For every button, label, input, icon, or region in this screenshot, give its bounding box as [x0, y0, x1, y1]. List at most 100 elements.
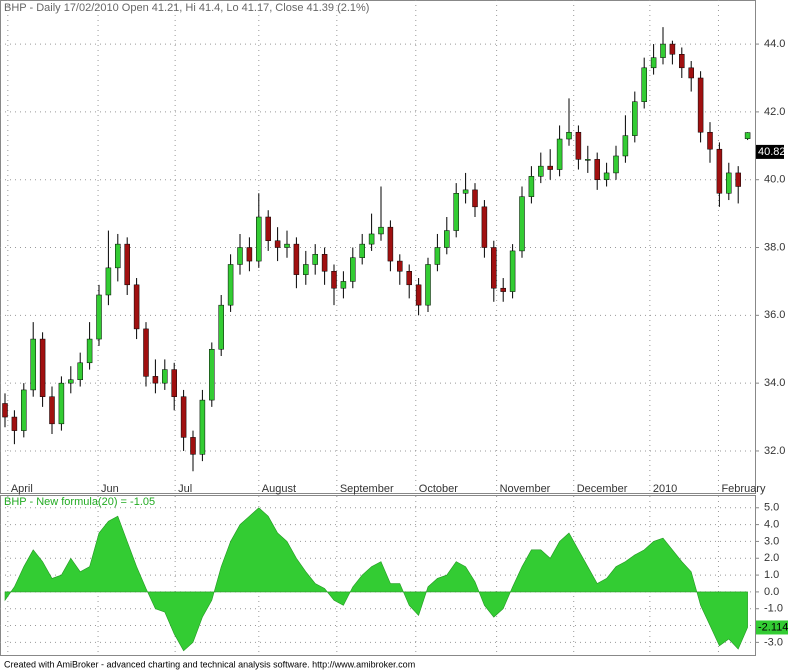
candle-body — [209, 348, 215, 401]
candle-body — [190, 437, 196, 455]
candle-body — [199, 399, 206, 455]
candle-body — [218, 304, 224, 350]
y-tick-label: 3.0 — [764, 535, 779, 547]
candle-body — [368, 233, 375, 245]
candle-body — [143, 328, 149, 377]
candle-body — [406, 271, 412, 286]
candle-body — [594, 159, 600, 180]
candle-body — [707, 131, 713, 150]
candle-body — [641, 67, 647, 102]
candle-body — [660, 43, 666, 58]
candle-body — [162, 369, 168, 384]
x-tick-label: September — [340, 483, 394, 495]
candle-body — [519, 196, 525, 252]
candle-body — [124, 243, 130, 286]
candle-body — [21, 389, 27, 431]
candle-body — [180, 396, 187, 438]
candle-body — [11, 416, 18, 431]
candle-body — [350, 257, 356, 282]
candle-body — [105, 267, 112, 296]
candle-body — [265, 216, 271, 241]
y-tick-label: 0.0 — [764, 586, 779, 598]
candle-body — [744, 132, 751, 139]
candle-body — [547, 165, 553, 170]
candle-body — [472, 189, 478, 208]
candle-body — [387, 226, 394, 262]
y-tick-label: 36.0 — [764, 309, 785, 321]
candle-body — [359, 243, 365, 258]
candle-body — [632, 101, 638, 136]
last-value-box — [756, 144, 784, 159]
x-tick-label: November — [500, 483, 551, 495]
last-value-box — [756, 620, 788, 635]
candle-body — [585, 159, 591, 161]
y-tick-label: 34.0 — [764, 377, 785, 389]
candle-body — [603, 172, 610, 180]
indicator-title: BHP - New formula(20) = -1.05 — [4, 496, 155, 508]
candle-body — [500, 287, 506, 292]
y-tick-label: 2.0 — [764, 552, 779, 564]
candle-body — [237, 247, 243, 265]
candle-body — [650, 57, 657, 69]
candle-body — [462, 189, 469, 194]
candle-body — [509, 250, 516, 292]
candle-body — [613, 155, 619, 174]
candle-body — [49, 396, 55, 425]
candle-body — [284, 243, 290, 248]
candle-body — [331, 271, 337, 289]
footer: Created with AmiBroker - advanced charti… — [4, 659, 415, 669]
candle-body — [556, 138, 563, 170]
candle-body — [453, 193, 459, 231]
candle-body — [39, 338, 46, 397]
candle-body — [68, 379, 74, 384]
candle-body — [340, 281, 347, 289]
y-tick-label: -3.0 — [764, 636, 783, 648]
candle-body — [321, 254, 328, 272]
y-tick-label: 4.0 — [764, 519, 779, 531]
candle-body — [152, 376, 159, 384]
x-tick-label: April — [11, 483, 33, 495]
candle-body — [434, 247, 441, 265]
candle-body — [726, 172, 732, 194]
last-value-label: 40.82 — [758, 146, 786, 158]
candle-body — [378, 226, 384, 235]
candle-body — [312, 254, 318, 265]
price-title: BHP - Daily 17/02/2010 Open 41.21, Hi 41… — [4, 2, 369, 14]
candle-body — [688, 67, 694, 79]
candle-body — [575, 131, 582, 160]
candle-body — [735, 172, 741, 187]
candle-body — [246, 247, 253, 262]
y-tick-label: 38.0 — [764, 241, 785, 253]
candle-body — [86, 338, 93, 364]
y-tick-label: 44.0 — [764, 38, 785, 50]
candle-body — [528, 176, 535, 197]
candle-body — [303, 264, 309, 275]
last-value-label: -2.114 — [758, 621, 788, 633]
candle-body — [679, 54, 685, 69]
candle-body — [274, 240, 281, 248]
candle-body — [133, 284, 140, 330]
candle-body — [171, 369, 177, 397]
candle-body — [622, 135, 629, 157]
candle-body — [481, 206, 488, 248]
candle-body — [425, 264, 431, 306]
y-tick-label: -1.0 — [764, 603, 783, 615]
candle-body — [58, 382, 65, 425]
candle-body — [227, 264, 234, 306]
candle-body — [256, 216, 262, 262]
candle-body — [415, 284, 422, 306]
x-tick-label: December — [577, 483, 628, 495]
candle-body — [491, 247, 497, 289]
x-tick-label: October — [419, 483, 458, 495]
candle-body — [566, 131, 572, 140]
y-tick-label: 32.0 — [764, 445, 785, 457]
y-tick-label: 42.0 — [764, 106, 785, 118]
x-tick-label: Jul — [178, 483, 192, 495]
x-tick-label: 2010 — [653, 483, 677, 495]
indicator-area — [4, 507, 748, 652]
candle-body — [30, 338, 36, 391]
candle-body — [77, 362, 83, 381]
x-tick-label: Jun — [101, 483, 119, 495]
x-tick-label: February — [721, 483, 766, 495]
candle-body — [293, 243, 300, 275]
